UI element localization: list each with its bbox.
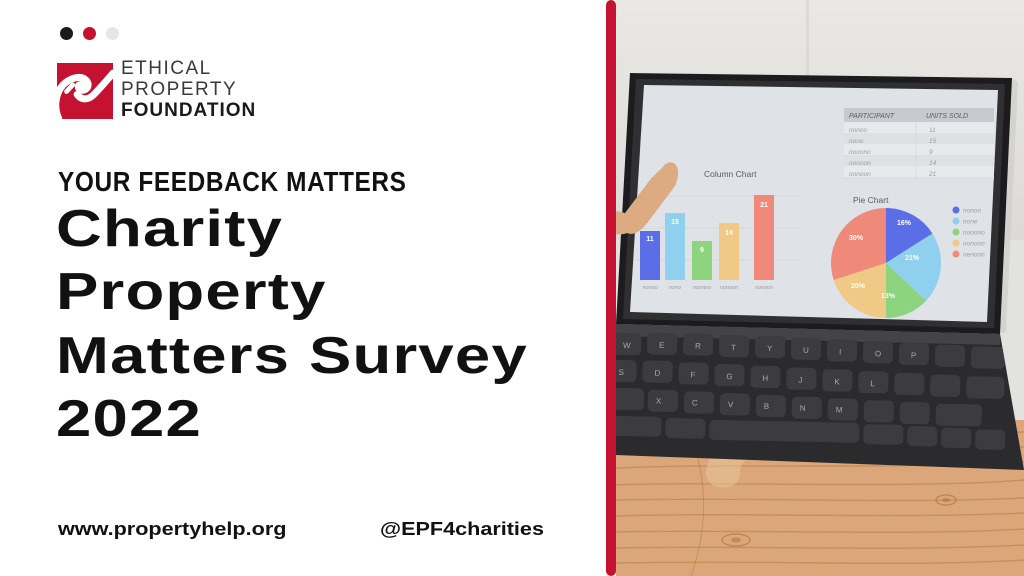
svg-text:15: 15 [929,138,937,145]
svg-text:nonoon: nonoon [963,241,985,248]
svg-text:C: C [692,398,698,407]
svg-text:21%: 21% [905,255,920,262]
svg-text:R: R [695,341,701,350]
svg-text:nonoon: nonoon [720,285,738,291]
svg-text:nonoon: nonoon [849,171,871,178]
svg-text:S: S [618,368,624,377]
svg-text:14: 14 [929,160,937,167]
svg-text:N: N [800,404,806,413]
svg-text:9: 9 [700,247,704,254]
svg-text:13%: 13% [881,293,896,300]
svg-text:D: D [654,369,660,378]
svg-text:11: 11 [929,127,936,134]
svg-text:30%: 30% [849,235,864,242]
svg-text:nenoon: nenoon [963,252,985,259]
svg-text:nono: nono [669,285,681,291]
svg-text:K: K [834,377,840,386]
svg-text:G: G [726,372,732,381]
svg-text:15: 15 [671,219,679,226]
svg-text:W: W [623,341,631,350]
svg-text:Pie Chart: Pie Chart [853,195,889,205]
svg-text:nonoon: nonoon [755,285,773,291]
svg-text:Column Chart: Column Chart [704,169,757,179]
svg-text:B: B [764,402,770,411]
svg-text:Y: Y [767,344,773,353]
svg-text:T: T [731,343,736,352]
svg-text:11: 11 [646,236,654,243]
svg-text:M: M [836,405,843,414]
svg-text:U: U [803,346,809,355]
svg-text:UNITS SOLD: UNITS SOLD [926,113,968,120]
svg-text:none: none [963,219,978,226]
svg-text:21: 21 [760,202,768,209]
svg-text:nono: nono [849,138,864,145]
svg-text:L: L [870,379,875,388]
svg-text:I: I [839,347,841,356]
svg-text:20%: 20% [851,283,866,290]
svg-text:14: 14 [725,230,733,237]
svg-text:nooono: nooono [963,230,985,237]
svg-text:nonoon: nonoon [849,160,871,167]
svg-text:PARTICIPANT: PARTICIPANT [849,113,895,120]
svg-text:nonoo: nonoo [963,208,981,215]
svg-text:noonno: noonno [849,149,871,156]
svg-text:9: 9 [929,149,933,156]
svg-text:F: F [690,370,695,379]
svg-text:E: E [659,341,665,350]
svg-text:P: P [911,351,917,360]
svg-text:J: J [798,376,802,385]
svg-text:nonoo: nonoo [849,127,867,134]
svg-text:16%: 16% [897,220,912,227]
svg-text:noonno: noonno [693,285,711,291]
svg-text:21: 21 [928,171,937,178]
svg-text:nonoo: nonoo [642,285,657,291]
svg-text:H: H [762,374,768,383]
svg-text:O: O [875,349,881,358]
svg-text:V: V [728,400,734,409]
svg-text:X: X [656,397,662,406]
